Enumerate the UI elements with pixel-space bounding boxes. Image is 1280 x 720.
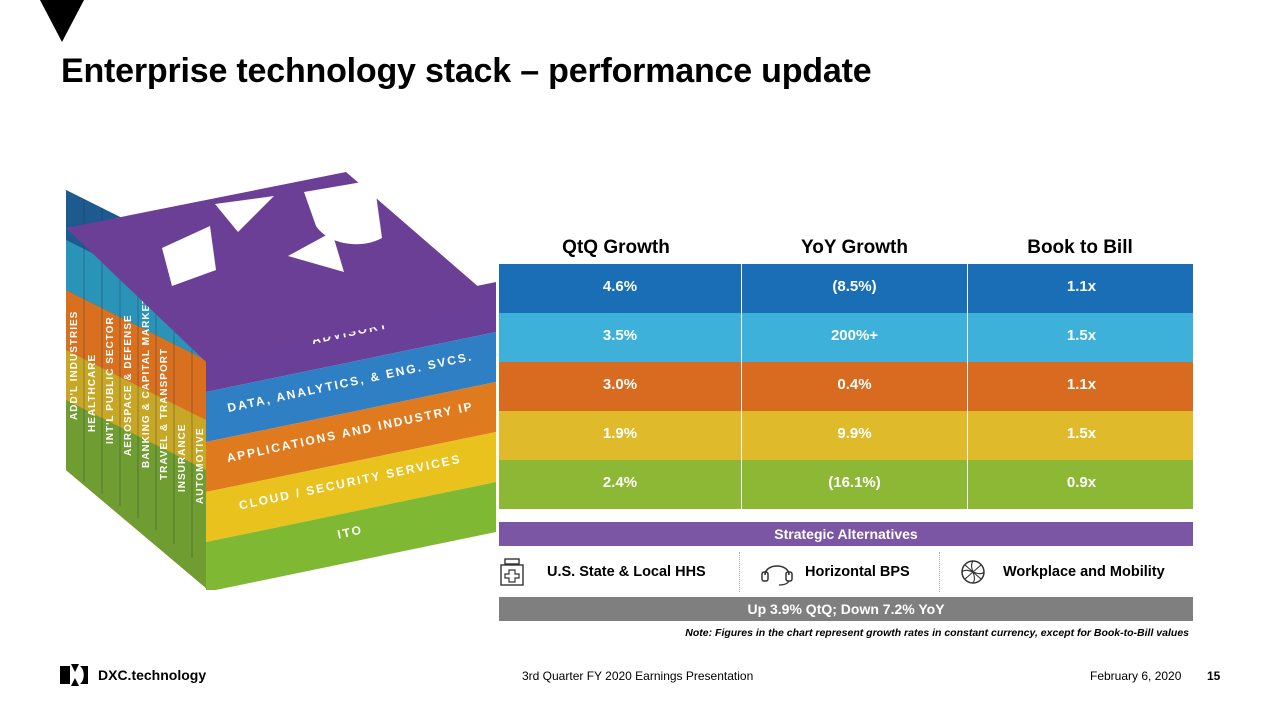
- footer-logo: DXC.technology: [60, 662, 206, 688]
- table-cell-value: 0.9x: [1066, 474, 1097, 491]
- table-cell: 0.9x: [968, 460, 1195, 509]
- industry-label: BANKING & CAPITAL MARKETS: [141, 289, 152, 468]
- table-row: 1.9% 9.9% 1.5x: [499, 411, 1193, 460]
- medical-kit-icon: [500, 558, 524, 586]
- performance-table: 4.6% (8.5%) 1.1x 3.5% 200%+ 1.5x 3.0% 0.4% 1.1x 1…: [499, 264, 1193, 509]
- headset-icon: [761, 565, 793, 586]
- footer-presentation-title: 3rd Quarter FY 2020 Earnings Presentatio…: [522, 669, 754, 683]
- table-cell-value: 1.1x: [1066, 278, 1097, 295]
- footer-brand: DXC.technology: [98, 667, 207, 683]
- footer-date: February 6, 2020: [1090, 669, 1182, 683]
- table-row: 4.6% (8.5%) 1.1x: [499, 264, 1193, 313]
- table-cell: (8.5%): [742, 264, 968, 313]
- table-cell-value: 4.6%: [602, 278, 638, 295]
- stack-layer-face: [206, 332, 496, 442]
- alt-item-bps: Horizontal BPS: [759, 550, 910, 594]
- table-row: 3.0% 0.4% 1.1x: [499, 362, 1193, 411]
- table-cell: 2.4%: [499, 460, 742, 509]
- table-cell-value: 3.5%: [602, 327, 638, 344]
- industry-label: TRAVEL & TRANSPORT: [159, 348, 170, 480]
- table-cell-value: 1.5x: [1066, 327, 1097, 344]
- stack-layer-label: ITO: [336, 523, 364, 542]
- alt-item-hhs: U.S. State & Local HHS: [499, 550, 706, 594]
- table-cell: 3.0%: [499, 362, 742, 411]
- industry-labels: ADD'L INDUSTRIES HEALTHCARE INT'L PUBLIC S…: [69, 289, 206, 504]
- industry-label: HEALTHCARE: [87, 354, 98, 432]
- table-cell: 200%+: [742, 313, 968, 362]
- industry-label: AEROSPACE & DEFENSE: [123, 314, 134, 456]
- alt-label-bps: Horizontal BPS: [805, 564, 910, 580]
- industry-label: ADD'L INDUSTRIES: [69, 311, 80, 420]
- table-cell: 1.5x: [968, 411, 1195, 460]
- page-title: Enterprise technology stack – performanc…: [61, 52, 872, 90]
- table-cell-value: 3.0%: [602, 376, 638, 393]
- dxc-top-logo: [162, 180, 382, 286]
- table-cell-value: 9.9%: [837, 425, 872, 442]
- table-cell: 0.4%: [742, 362, 968, 411]
- table-cell-value: 2.4%: [602, 474, 638, 491]
- dxc-logo-icon: [60, 664, 88, 686]
- table-cell-value: 200%+: [830, 327, 879, 344]
- technology-stack-graphic: ADD'L INDUSTRIES HEALTHCARE INT'L PUBLIC S…: [66, 172, 496, 590]
- header-book-to-bill: Book to Bill: [1027, 237, 1133, 258]
- table-cell-value: 0.4%: [837, 376, 872, 393]
- table-cell: (16.1%): [742, 460, 968, 509]
- stack-layer-face: [206, 482, 496, 590]
- table-cell-value: 1.5x: [1066, 425, 1097, 442]
- globe-network-icon: [961, 560, 985, 584]
- table-cell-value: 1.1x: [1066, 376, 1097, 393]
- table-cell: 1.1x: [968, 362, 1195, 411]
- corner-triangle-mark: [40, 0, 84, 42]
- table-cell: 1.5x: [968, 313, 1195, 362]
- table-cell-value: 1.9%: [602, 425, 638, 442]
- strategic-alternatives-banner: Strategic Alternatives: [499, 522, 1193, 546]
- alt-separator: [939, 552, 940, 592]
- header-yoy-growth: YoY Growth: [801, 237, 908, 258]
- summary-banner: Up 3.9% QtQ; Down 7.2% YoY: [499, 597, 1193, 621]
- stack-layer-face: [206, 382, 496, 492]
- strategic-alternatives-row: U.S. State & Local HHS Horizontal BPS Wo…: [499, 550, 1193, 594]
- alt-item-workplace: Workplace and Mobility: [959, 550, 1165, 594]
- footnote: Note: Figures in the chart represent gro…: [685, 627, 1189, 639]
- header-qtq-growth: QtQ Growth: [562, 237, 670, 258]
- industry-label: AUTOMOTIVE: [195, 428, 206, 504]
- table-cell-value: (8.5%): [832, 278, 877, 295]
- table-cell: 9.9%: [742, 411, 968, 460]
- industry-label: INSURANCE: [177, 424, 188, 492]
- table-cell: 4.6%: [499, 264, 742, 313]
- stack-top-face: [66, 172, 496, 362]
- industry-label: INT'L PUBLIC SECTOR: [105, 316, 116, 444]
- table-cell: 1.1x: [968, 264, 1195, 313]
- alt-label-hhs: U.S. State & Local HHS: [547, 564, 706, 580]
- alt-label-workplace: Workplace and Mobility: [1003, 564, 1165, 580]
- table-row: 3.5% 200%+ 1.5x: [499, 313, 1193, 362]
- stack-layer-face: [206, 432, 496, 542]
- table-cell-value: (16.1%): [828, 474, 881, 491]
- alt-separator: [739, 552, 740, 592]
- table-cell: 1.9%: [499, 411, 742, 460]
- table-row: 2.4% (16.1%) 0.9x: [499, 460, 1193, 509]
- table-cell: 3.5%: [499, 313, 742, 362]
- footer-page-number: 15: [1207, 669, 1221, 683]
